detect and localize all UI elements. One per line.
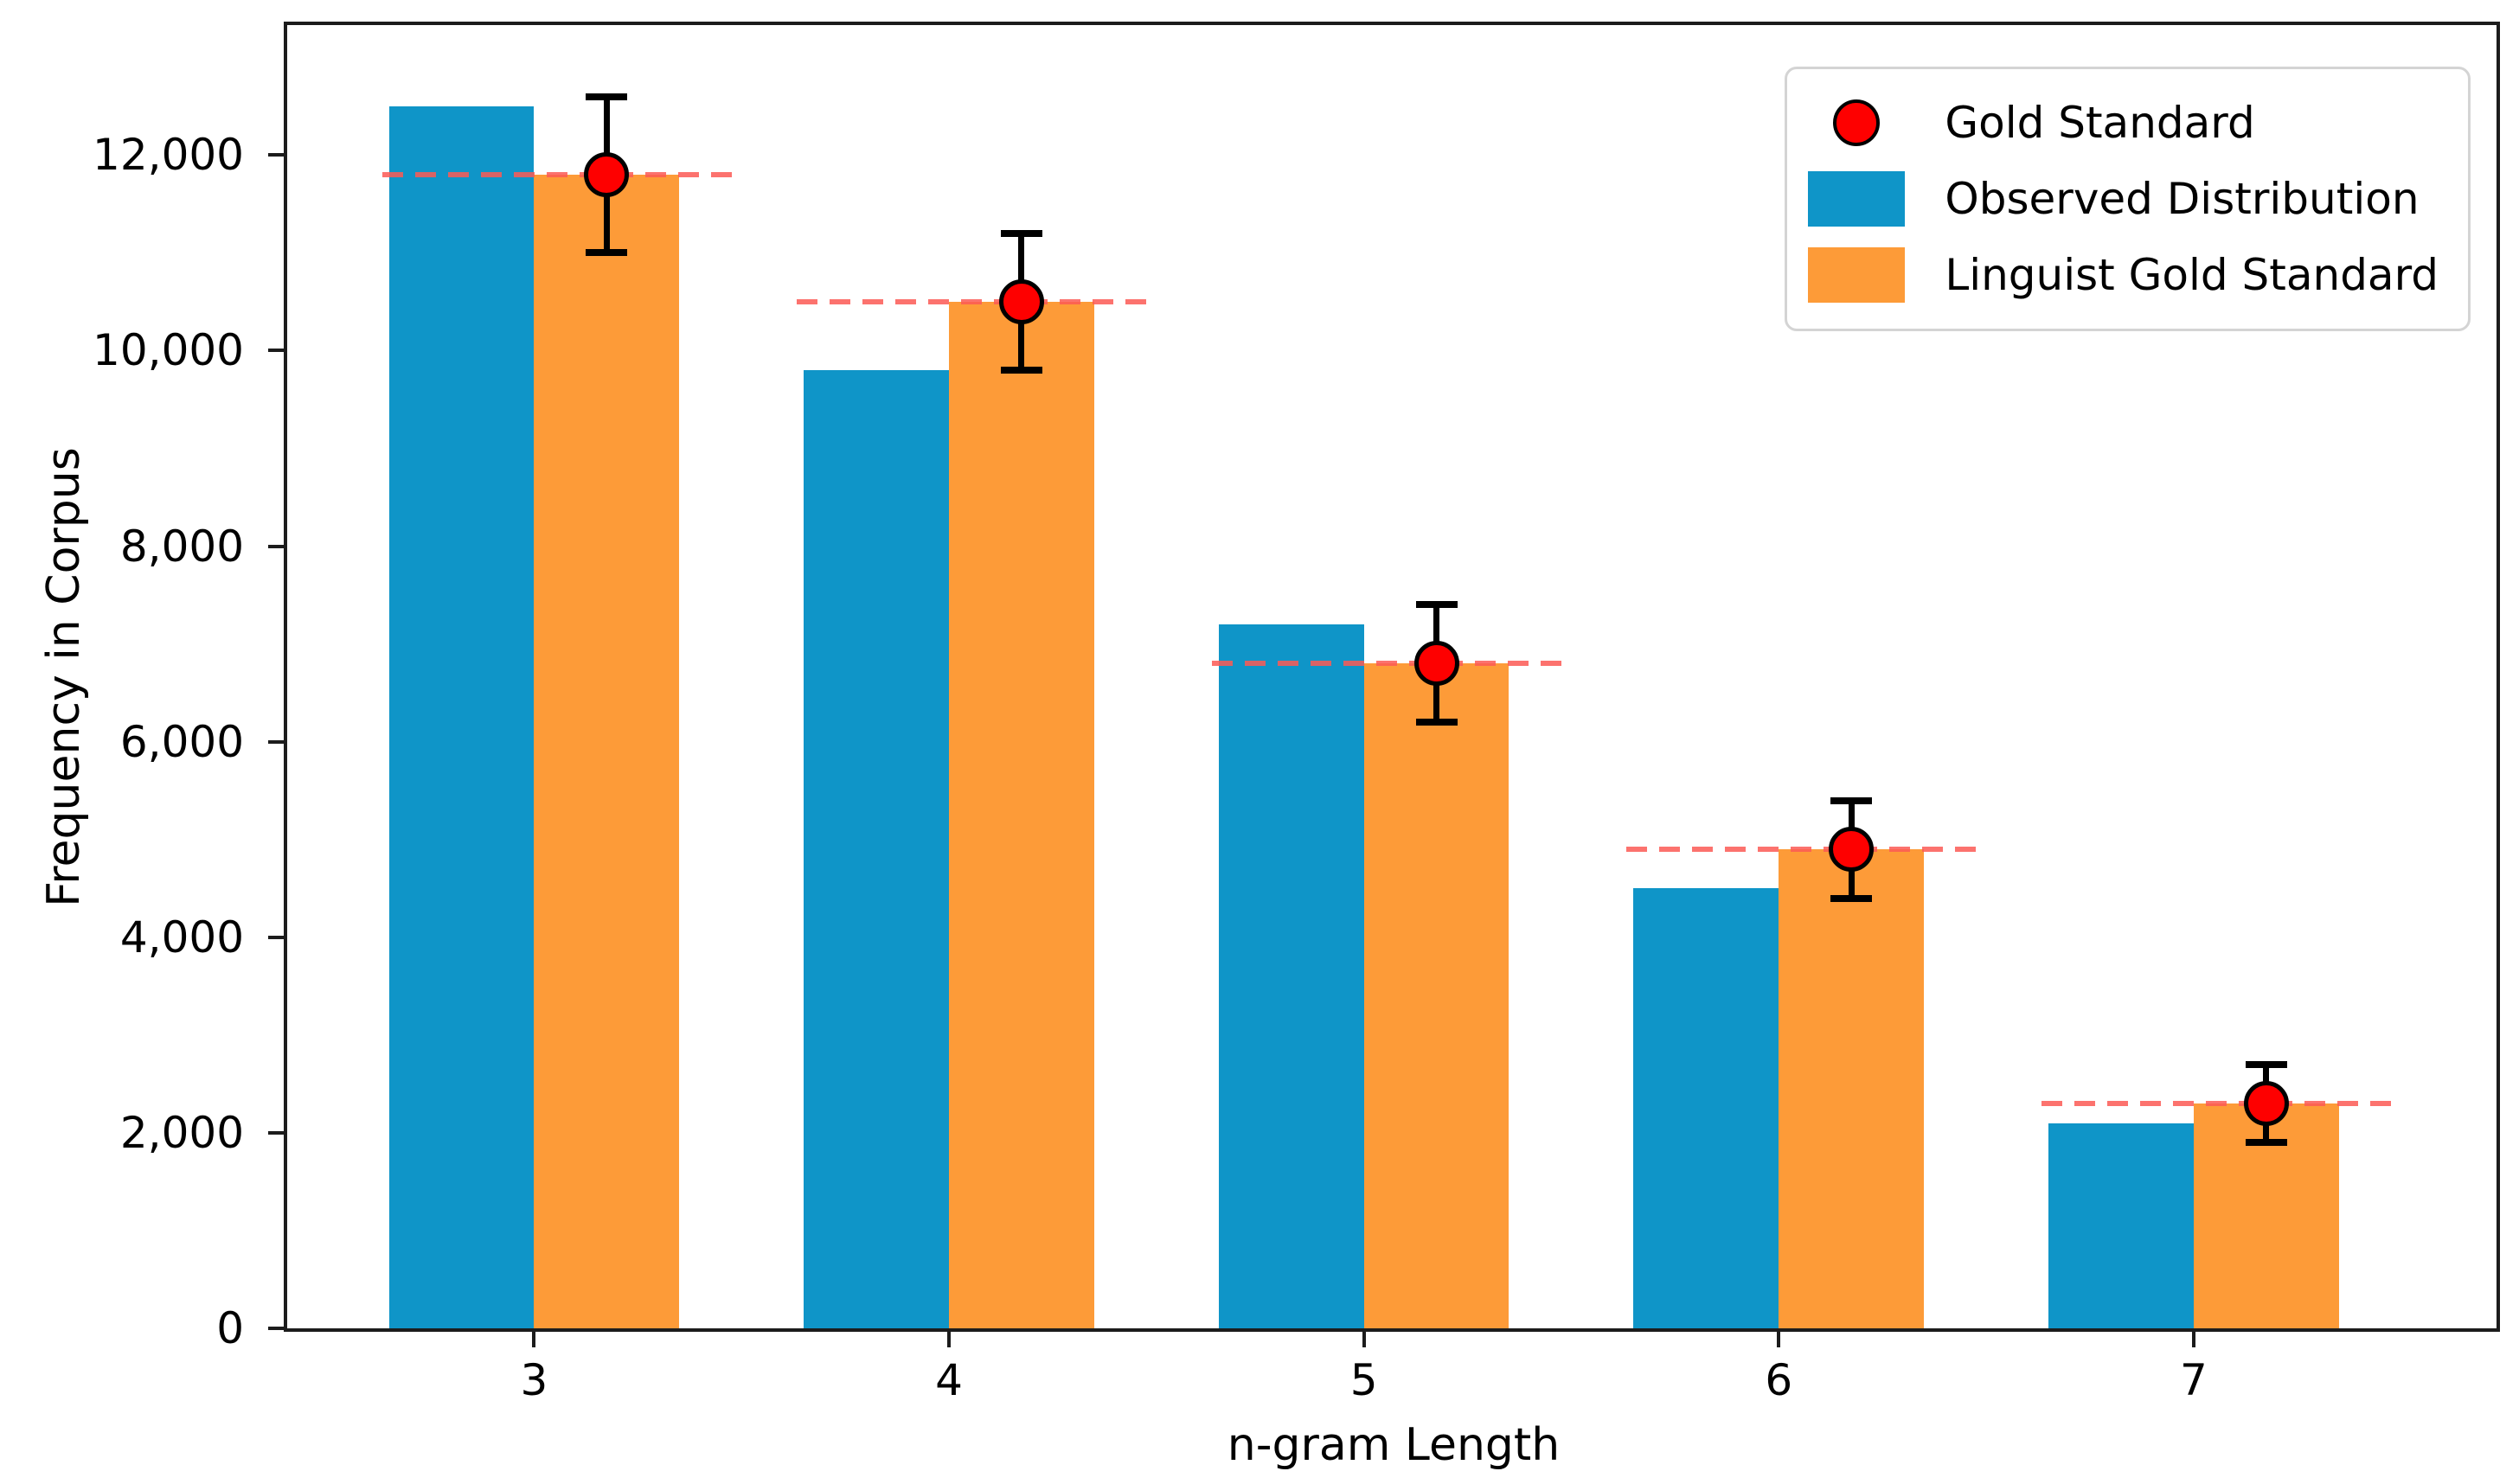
x-tick-label: 5 bbox=[1349, 1355, 1378, 1405]
legend: Gold Standard Observed Distribution Ling… bbox=[1785, 67, 2471, 331]
bar-linguist-5 bbox=[1363, 663, 1509, 1328]
x-tick-mark bbox=[1362, 1332, 1366, 1347]
y-tick-label: 0 bbox=[216, 1303, 244, 1353]
bar-observed-3 bbox=[388, 106, 535, 1328]
y-tick-label: 6,000 bbox=[119, 716, 244, 767]
y-tick-mark bbox=[268, 544, 284, 548]
legend-marker-box bbox=[1806, 247, 1907, 303]
x-axis-label: n-gram Length bbox=[1227, 1419, 1561, 1471]
legend-marker-box bbox=[1806, 99, 1907, 146]
error-bar-cap-bottom-3 bbox=[586, 249, 628, 257]
legend-label-observed-distribution: Observed Distribution bbox=[1945, 174, 2420, 224]
error-bar-cap-bottom-7 bbox=[2245, 1139, 2287, 1147]
gold-standard-point-6 bbox=[1829, 827, 1875, 873]
gold-standard-point-7 bbox=[2243, 1080, 2289, 1126]
legend-label-gold-standard: Gold Standard bbox=[1945, 98, 2255, 148]
y-tick-mark bbox=[268, 1327, 284, 1330]
error-bar-cap-bottom-6 bbox=[1830, 894, 1873, 902]
legend-row-linguist-gold-standard: Linguist Gold Standard bbox=[1806, 237, 2439, 313]
x-tick-label: 3 bbox=[520, 1355, 548, 1405]
error-bar-cap-top-5 bbox=[1415, 601, 1458, 609]
y-tick-mark bbox=[268, 1130, 284, 1135]
reference-dashed-line-7 bbox=[2041, 1100, 2400, 1106]
bar-observed-7 bbox=[2048, 1123, 2194, 1328]
x-tick-mark bbox=[532, 1332, 536, 1347]
bar-linguist-6 bbox=[1779, 849, 1925, 1328]
y-tick-label: 12,000 bbox=[93, 130, 244, 181]
error-bar-cap-bottom-5 bbox=[1415, 719, 1458, 726]
gold-standard-point-4 bbox=[998, 278, 1044, 324]
y-tick-label: 2,000 bbox=[119, 1107, 244, 1158]
bar-observed-5 bbox=[1218, 624, 1364, 1328]
plot-area: Gold Standard Observed Distribution Ling… bbox=[284, 22, 2500, 1332]
y-tick-mark bbox=[268, 739, 284, 744]
bar-linguist-4 bbox=[949, 301, 1094, 1328]
gold-standard-point-5 bbox=[1413, 641, 1459, 687]
bar-linguist-3 bbox=[534, 174, 680, 1328]
bar-observed-4 bbox=[804, 370, 949, 1328]
y-axis-label: Frequency in Corpus bbox=[38, 447, 90, 907]
y-tick-label: 10,000 bbox=[93, 325, 244, 376]
reference-dashed-line-3 bbox=[381, 171, 740, 177]
x-tick-mark bbox=[947, 1332, 951, 1347]
legend-marker-box bbox=[1806, 171, 1907, 227]
error-bar-cap-bottom-4 bbox=[1000, 367, 1042, 374]
error-bar-cap-top-7 bbox=[2245, 1060, 2287, 1068]
gold-standard-point-3 bbox=[584, 151, 630, 197]
x-tick-label: 7 bbox=[2179, 1355, 2208, 1405]
y-tick-mark bbox=[268, 349, 284, 353]
y-tick-label: 8,000 bbox=[119, 521, 244, 572]
legend-label-linguist-gold-standard: Linguist Gold Standard bbox=[1945, 250, 2439, 300]
bar-observed-6 bbox=[1633, 888, 1779, 1328]
y-tick-label: 4,000 bbox=[119, 912, 244, 963]
x-tick-label: 6 bbox=[1765, 1355, 1793, 1405]
observed-distribution-swatch-icon bbox=[1808, 171, 1906, 227]
reference-dashed-line-6 bbox=[1626, 847, 1985, 853]
gold-standard-circle-icon bbox=[1833, 99, 1881, 146]
legend-row-gold-standard: Gold Standard bbox=[1806, 85, 2439, 161]
x-tick-label: 4 bbox=[935, 1355, 963, 1405]
x-tick-mark bbox=[2191, 1332, 2195, 1347]
linguist-gold-standard-swatch-icon bbox=[1808, 247, 1906, 303]
error-bar-cap-top-3 bbox=[586, 93, 628, 100]
y-tick-mark bbox=[268, 935, 284, 939]
x-tick-mark bbox=[1777, 1332, 1781, 1347]
y-tick-mark bbox=[268, 153, 284, 157]
error-bar-cap-top-4 bbox=[1000, 229, 1042, 237]
reference-dashed-line-5 bbox=[1211, 661, 1570, 667]
reference-dashed-line-4 bbox=[797, 298, 1155, 304]
error-bar-cap-top-6 bbox=[1830, 796, 1873, 804]
legend-row-observed-distribution: Observed Distribution bbox=[1806, 161, 2439, 237]
